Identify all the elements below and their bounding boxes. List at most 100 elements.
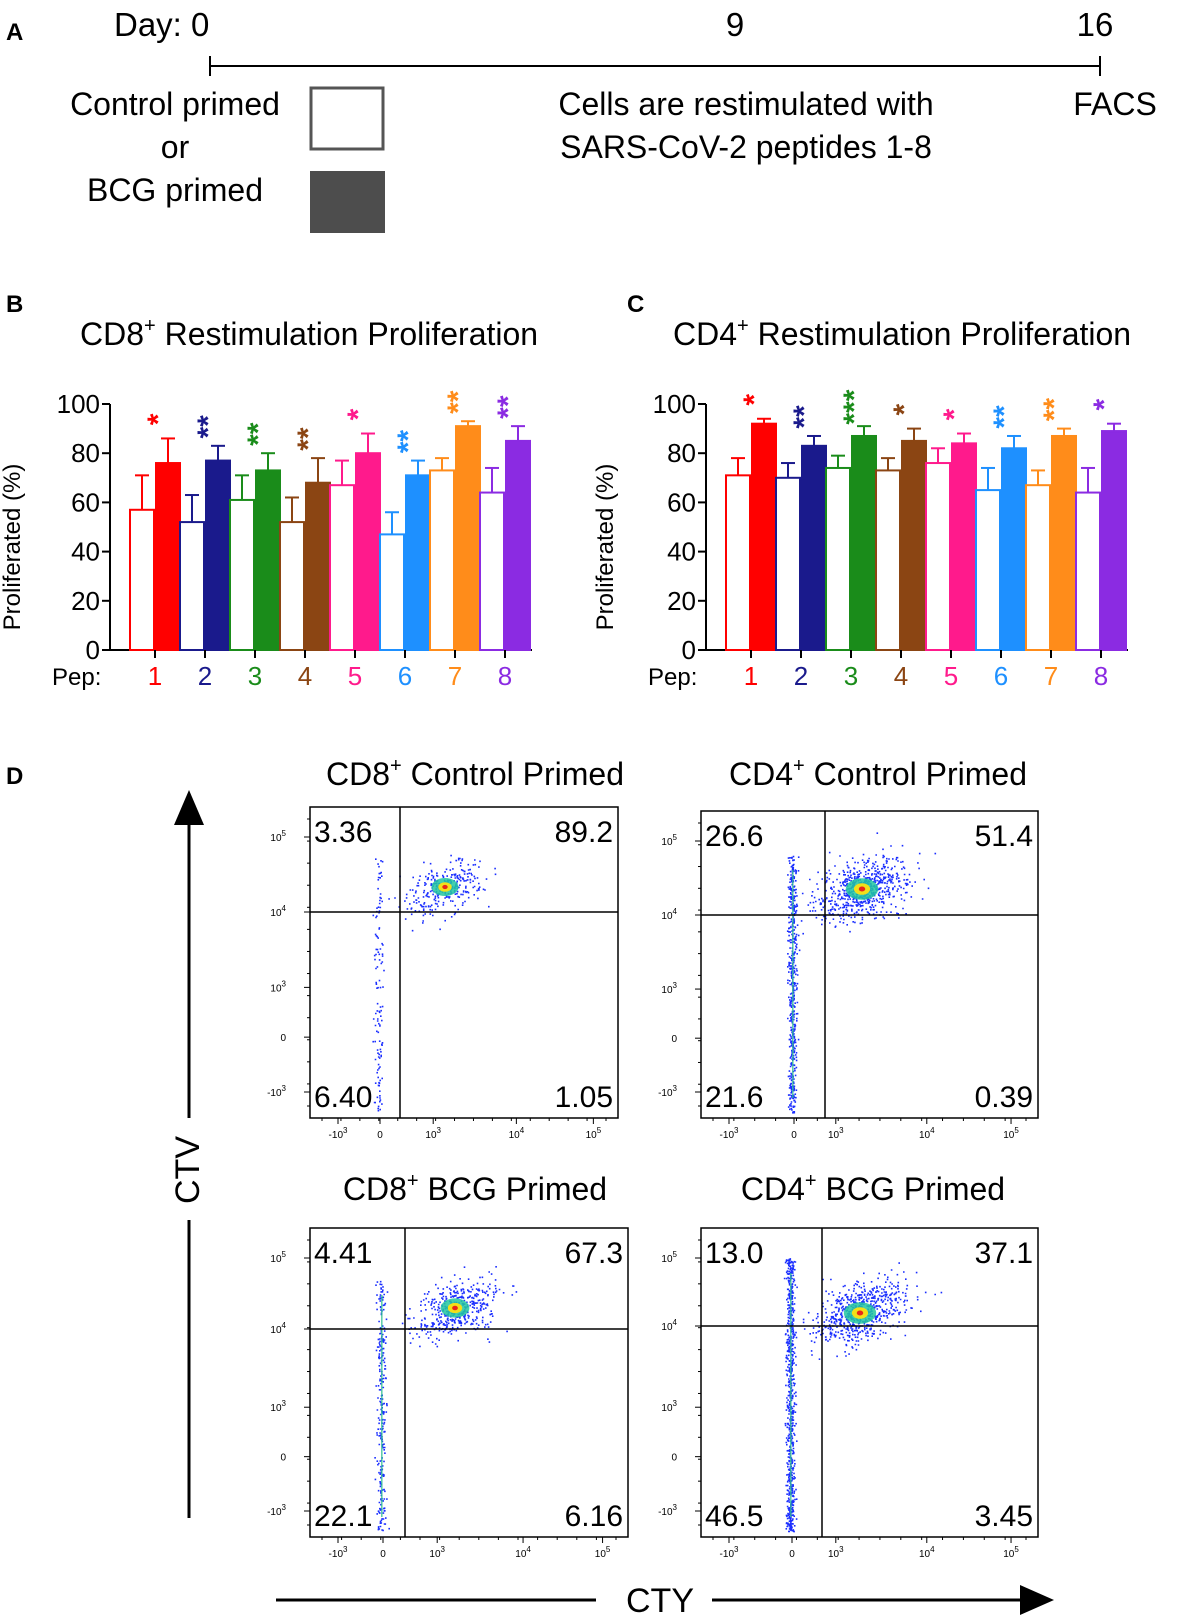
x-tick-label: 4 [298,661,312,691]
bar-control-pep-6 [975,489,1001,651]
x-tick-label: 4 [894,661,908,691]
significance-marker: *** [838,389,871,424]
bar-control-pep-2 [775,476,801,651]
flow-cytometry-plots: CD8+ Control Primed 3.36 89.2 6.40 1.05 105 10… [267,755,1039,1560]
quadrant-value-upper-left: 13.0 [705,1237,763,1270]
ctv-label: CTV [169,1136,207,1204]
x-tick-label: 6 [994,661,1008,691]
x-tick-label: 3 [248,661,262,691]
x-tick-label: 1 [744,661,758,691]
y-tick-label: 20 [71,586,100,616]
bar-control-pep-5 [925,462,951,652]
quadrant-value-lower-left: 22.1 [314,1500,372,1533]
significance-marker: ** [242,422,275,446]
y-tick-label: -103 [658,1503,677,1518]
x-tick-label: 104 [509,1126,525,1141]
y-axis-label: Proliferated (%) [592,464,619,631]
x-tick-label: 105 [586,1126,602,1141]
x-tick-label: 2 [794,661,808,691]
bar-control-pep-1 [129,508,155,651]
bar-bcg-pep-5 [951,442,977,651]
control-primed-label: Control primed [70,86,280,122]
plot-frame [309,1227,629,1538]
y-tick-label: 105 [661,1250,677,1265]
x-tick-label: 6 [398,661,412,691]
x-tick-label: 0 [789,1549,795,1560]
x-tick-label: 7 [1044,661,1058,691]
x-axis-label: Pep: [648,664,697,691]
y-tick-label: 0 [280,1453,286,1464]
y-tick-label: 60 [71,487,100,517]
ctv-arrow-head [174,790,204,825]
event-dots [374,1266,518,1532]
quadrant-value-lower-left: 6.40 [314,1081,372,1114]
timeline-day-16: 16 [1077,6,1114,43]
plot-frame [309,806,619,1119]
x-tick-label: -103 [720,1545,739,1560]
flow-plot-3: CD8+ BCG Primed 4.41 67.3 22.1 6.16 105 104 103… [267,1170,629,1560]
significance-marker: * [888,403,921,415]
cty-label: CTY [626,1582,694,1620]
significance-marker: ** [1038,398,1071,422]
x-tick-label: 0 [791,1130,797,1141]
cty-arrow-head [1020,1585,1054,1615]
flow-plot-title: CD8+ Control Primed [326,755,624,792]
bar-bcg-pep-5 [355,452,381,652]
bar-control-pep-4 [279,521,305,652]
x-tick-label: 0 [377,1130,383,1141]
y-tick-label: 80 [71,438,100,468]
x-axis-label: Pep: [52,664,101,691]
bar-control-pep-4 [875,469,901,652]
quadrant-value-upper-right: 51.4 [975,820,1033,853]
significance-marker: ** [492,395,525,419]
bar-bcg-pep-6 [405,474,431,651]
flow-plot-1: CD8+ Control Primed 3.36 89.2 6.40 1.05 105 10… [267,755,624,1141]
x-tick-label: 103 [828,1126,844,1141]
bar-control-pep-6 [379,533,405,652]
quadrant-value-upper-right: 67.3 [565,1237,623,1270]
event-dots-blue [374,1266,518,1532]
flow-plot-title: CD4+ Control Primed [729,755,1027,792]
x-tick-label: -103 [720,1126,739,1141]
timeline-axis [209,56,1101,76]
bar-bcg-pep-6 [1001,447,1027,651]
y-tick-label: 104 [270,1321,286,1336]
x-tick-label: 7 [448,661,462,691]
significance-marker: ** [988,405,1021,429]
plot-frame [700,810,1039,1119]
y-tick-label: 103 [661,1399,677,1414]
quadrant-value-lower-left: 21.6 [705,1081,763,1114]
x-tick-label: 104 [919,1545,935,1560]
event-dots [372,854,497,1112]
bar-control-pep-2 [179,521,205,652]
bar-control-pep-8 [479,491,505,651]
quadrant-value-lower-right: 6.16 [565,1500,623,1533]
bar-bcg-pep-2 [801,444,827,651]
timeline-day-0: Day: 0 [114,6,209,43]
flow-plot-title: CD8+ BCG Primed [343,1170,607,1207]
density-core-red [442,884,448,890]
bcg-primed-label: BCG primed [87,172,263,208]
significance-marker: ** [442,390,475,414]
facs-label: FACS [1073,86,1157,122]
bar-bcg-pep-8 [1101,430,1127,651]
quadrant-value-upper-left: 4.41 [314,1237,372,1270]
x-tick-label: 0 [380,1549,386,1560]
y-tick-label: 100 [57,389,100,419]
density-core-red [856,1310,864,1316]
y-tick-label: 0 [671,1034,677,1045]
y-tick-label: 40 [71,537,100,567]
bar-bcg-pep-1 [155,462,181,652]
bar-bcg-pep-4 [305,481,331,651]
x-tick-label: 2 [198,661,212,691]
density-core-red [452,1305,458,1311]
bar-control-pep-7 [429,469,455,652]
y-tick-label: 20 [667,586,696,616]
ctv-axis: CTV [169,790,207,1518]
x-tick-label: 3 [844,661,858,691]
significance-marker: * [342,408,375,420]
chart-c-title: CD4+ Restimulation Proliferation [673,315,1131,352]
event-dots [783,1258,943,1533]
